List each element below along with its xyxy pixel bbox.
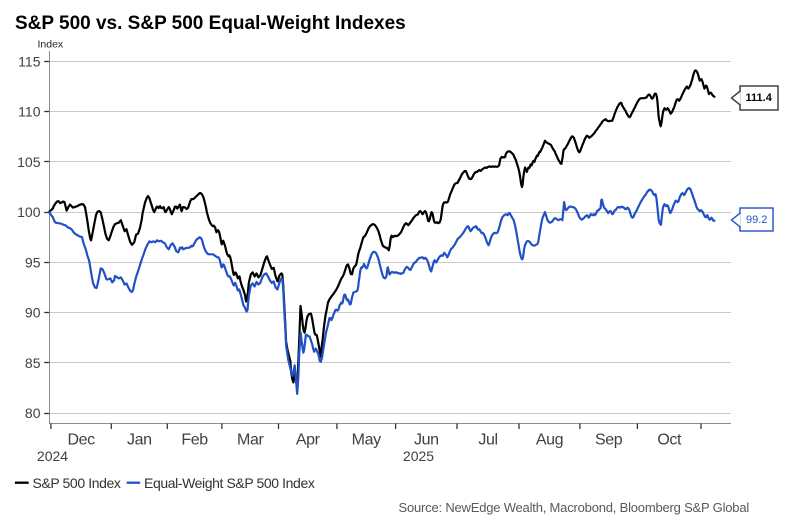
- svg-text:99.2: 99.2: [746, 214, 767, 226]
- svg-text:Aug: Aug: [536, 432, 563, 449]
- svg-text:111.4: 111.4: [746, 92, 773, 104]
- svg-text:Source: NewEdge Wealth, Macrob: Source: NewEdge Wealth, Macrobond, Bloom…: [399, 500, 750, 515]
- svg-text:Apr: Apr: [296, 432, 321, 449]
- svg-text:90: 90: [25, 305, 41, 321]
- svg-text:Equal-Weight S&P 500 Index: Equal-Weight S&P 500 Index: [144, 475, 315, 491]
- svg-text:Jan: Jan: [127, 432, 152, 449]
- svg-text:115: 115: [18, 54, 41, 70]
- svg-text:May: May: [352, 432, 381, 449]
- svg-text:85: 85: [25, 355, 41, 371]
- svg-text:Sep: Sep: [595, 432, 623, 449]
- svg-text:105: 105: [17, 154, 41, 170]
- svg-text:2025: 2025: [403, 448, 434, 464]
- svg-text:80: 80: [25, 405, 41, 421]
- svg-text:Dec: Dec: [67, 432, 95, 449]
- svg-text:Index: Index: [38, 39, 64, 51]
- svg-text:Jun: Jun: [414, 432, 439, 449]
- svg-text:Oct: Oct: [657, 432, 682, 449]
- svg-text:95: 95: [25, 254, 41, 270]
- svg-text:Feb: Feb: [181, 432, 208, 449]
- svg-text:S&P 500 Index: S&P 500 Index: [33, 475, 121, 491]
- svg-text:110: 110: [18, 104, 41, 120]
- svg-text:Mar: Mar: [237, 432, 264, 449]
- svg-text:100: 100: [17, 204, 41, 220]
- svg-text:S&P 500 vs. S&P 500 Equal-Weig: S&P 500 vs. S&P 500 Equal-Weight Indexes: [15, 13, 406, 34]
- svg-text:2024: 2024: [37, 448, 68, 464]
- svg-text:Jul: Jul: [478, 432, 497, 449]
